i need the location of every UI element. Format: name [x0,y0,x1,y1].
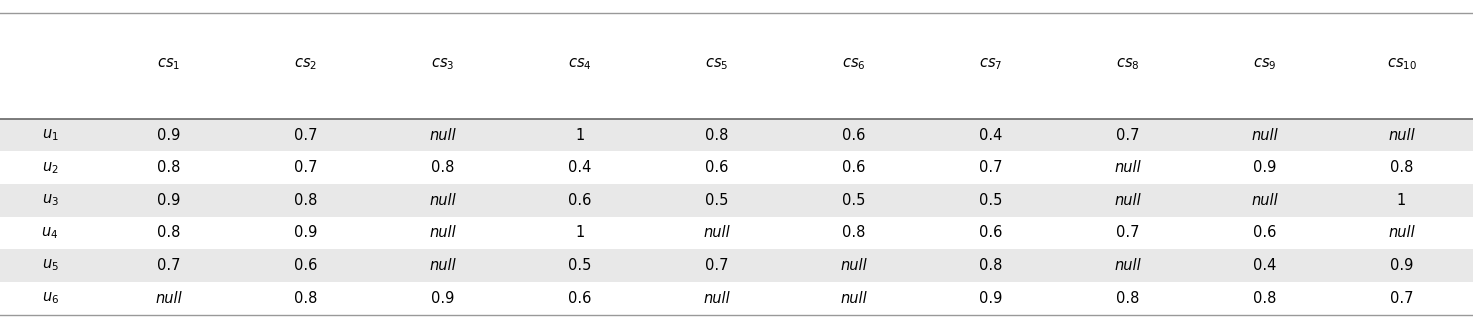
Text: 0.7: 0.7 [295,160,317,175]
Text: 0.9: 0.9 [1254,160,1276,175]
Text: $\mathit{cs}_{1}$: $\mathit{cs}_{1}$ [158,56,180,72]
Text: $\mathit{cs}_{8}$: $\mathit{cs}_{8}$ [1117,56,1139,72]
Text: $\mathit{cs}_{7}$: $\mathit{cs}_{7}$ [980,56,1002,72]
Text: null: null [840,291,868,306]
Text: 0.8: 0.8 [1117,291,1139,306]
Text: null: null [429,258,457,273]
Text: null: null [429,193,457,208]
Text: $\mathit{cs}_{9}$: $\mathit{cs}_{9}$ [1254,56,1276,72]
Text: 0.5: 0.5 [843,193,865,208]
Text: 0.8: 0.8 [843,225,865,240]
Text: 0.6: 0.6 [706,160,728,175]
Text: 0.8: 0.8 [295,193,317,208]
Text: 0.9: 0.9 [158,127,180,143]
Text: 1: 1 [1396,193,1407,208]
Text: 0.4: 0.4 [569,160,591,175]
Text: 0.8: 0.8 [706,127,728,143]
Text: $\mathit{u}_{5}$: $\mathit{u}_{5}$ [41,258,59,273]
Text: $\mathit{cs}_{4}$: $\mathit{cs}_{4}$ [569,56,591,72]
Text: 0.6: 0.6 [1254,225,1276,240]
Bar [0,184,1473,217]
Text: 0.5: 0.5 [706,193,728,208]
Text: 0.6: 0.6 [843,127,865,143]
Text: $\mathit{u}_{1}$: $\mathit{u}_{1}$ [41,127,59,143]
Text: 1: 1 [574,225,585,240]
Text: $\mathit{u}_{6}$: $\mathit{u}_{6}$ [41,291,59,306]
Text: 0.9: 0.9 [295,225,317,240]
Text: null: null [1388,127,1416,143]
Text: 1: 1 [574,127,585,143]
Text: 0.4: 0.4 [1254,258,1276,273]
Text: 0.7: 0.7 [295,127,317,143]
Text: 0.8: 0.8 [980,258,1002,273]
Text: 0.7: 0.7 [980,160,1002,175]
Text: 0.8: 0.8 [1391,160,1413,175]
Text: $\mathit{cs}_{6}$: $\mathit{cs}_{6}$ [843,56,865,72]
Text: null: null [429,127,457,143]
Text: 0.4: 0.4 [980,127,1002,143]
Text: 0.9: 0.9 [980,291,1002,306]
Text: 0.6: 0.6 [980,225,1002,240]
Text: 0.6: 0.6 [295,258,317,273]
Text: 0.6: 0.6 [843,160,865,175]
Text: 0.8: 0.8 [295,291,317,306]
Bar [0,119,1473,152]
Text: 0.8: 0.8 [158,225,180,240]
Text: null: null [703,291,731,306]
Text: null: null [1251,193,1279,208]
Text: $\mathit{u}_{3}$: $\mathit{u}_{3}$ [41,193,59,208]
Text: null: null [1114,258,1142,273]
Text: null: null [1114,160,1142,175]
Text: null: null [1251,127,1279,143]
Text: 0.6: 0.6 [569,193,591,208]
Text: 0.8: 0.8 [432,160,454,175]
Text: 0.8: 0.8 [1254,291,1276,306]
Text: null: null [429,225,457,240]
Text: null: null [1114,193,1142,208]
Text: 0.9: 0.9 [432,291,454,306]
Text: $\mathit{cs}_{2}$: $\mathit{cs}_{2}$ [295,56,317,72]
Bar [0,249,1473,282]
Text: 0.9: 0.9 [158,193,180,208]
Text: null: null [703,225,731,240]
Text: 0.5: 0.5 [569,258,591,273]
Text: 0.8: 0.8 [158,160,180,175]
Text: 0.7: 0.7 [158,258,180,273]
Text: 0.6: 0.6 [569,291,591,306]
Text: $\mathit{u}_{4}$: $\mathit{u}_{4}$ [41,225,59,241]
Text: $\mathit{cs}_{5}$: $\mathit{cs}_{5}$ [706,56,728,72]
Text: null: null [840,258,868,273]
Text: 0.5: 0.5 [980,193,1002,208]
Text: 0.7: 0.7 [1117,127,1139,143]
Text: 0.7: 0.7 [1391,291,1413,306]
Text: 0.9: 0.9 [1391,258,1413,273]
Text: $\mathit{cs}_{10}$: $\mathit{cs}_{10}$ [1386,56,1417,72]
Text: 0.7: 0.7 [706,258,728,273]
Text: null: null [155,291,183,306]
Text: $\mathit{u}_{2}$: $\mathit{u}_{2}$ [41,160,59,176]
Text: 0.7: 0.7 [1117,225,1139,240]
Text: null: null [1388,225,1416,240]
Text: $\mathit{cs}_{3}$: $\mathit{cs}_{3}$ [432,56,454,72]
